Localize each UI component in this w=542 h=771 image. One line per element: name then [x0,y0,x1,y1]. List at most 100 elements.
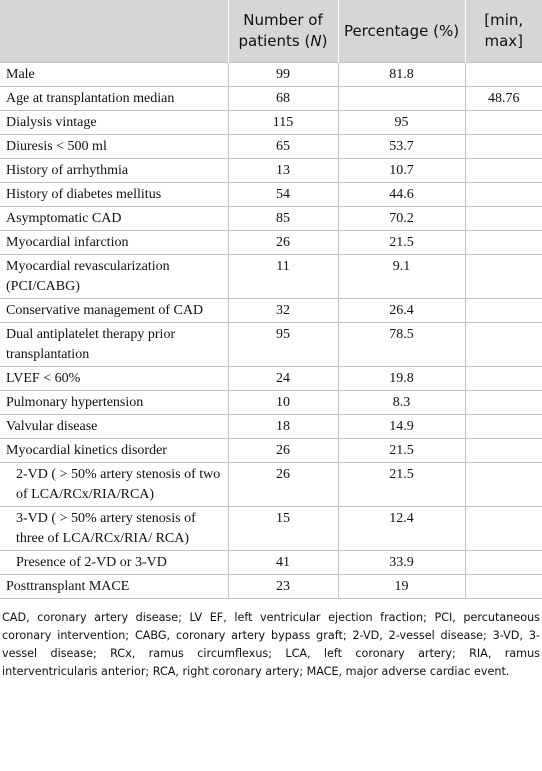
table-row: Dual antiplatelet therapy prior transpla… [0,322,542,367]
row-label: Conservative management of CAD [0,298,229,323]
cell-range [464,366,542,391]
cell-n: 26 [227,230,339,255]
cell-n: 26 [227,462,339,507]
cell-pct [337,86,466,111]
row-label: Myocardial revascularization (PCI/CABG) [0,254,229,299]
cell-pct: 26.4 [337,298,466,323]
row-label: Myocardial kinetics disorder [0,438,229,463]
cell-pct: 44.6 [337,182,466,207]
row-label: 3-VD ( > 50% artery stenosis of three of… [0,506,229,551]
cell-pct: 14.9 [337,414,466,439]
table-row: History of arrhythmia 13 10.7 [0,158,542,183]
cell-n: 65 [227,134,339,159]
table-row: Diuresis < 500 ml 65 53.7 [0,134,542,159]
row-label: Posttransplant MACE [0,574,229,599]
cell-pct: 19 [337,574,466,599]
cell-pct: 21.5 [337,438,466,463]
table-row: Myocardial kinetics disorder 26 21.5 [0,438,542,463]
cell-range [464,322,542,367]
cell-range [464,390,542,415]
cell-range [464,182,542,207]
cell-pct: 10.7 [337,158,466,183]
cell-n: 54 [227,182,339,207]
cell-n: 85 [227,206,339,231]
cell-pct: 19.8 [337,366,466,391]
cell-range [464,298,542,323]
row-label: History of diabetes mellitus [0,182,229,207]
cell-range [464,134,542,159]
data-table: Number of patients (N) Percentage (%) [m… [0,0,542,599]
cell-n: 13 [227,158,339,183]
header-cell: [min, max] [464,0,542,63]
table-row: Presence of 2-VD or 3-VD 41 33.9 [0,550,542,575]
header-row: Number of patients (N) Percentage (%) [m… [0,0,542,63]
header-cell: Number of patients (N) [227,0,338,63]
header-text: ) [321,32,328,50]
cell-range [464,158,542,183]
cell-range [464,438,542,463]
cell-pct: 12.4 [337,506,466,551]
cell-range [464,414,542,439]
cell-pct: 9.1 [337,254,466,299]
table-row: Pulmonary hypertension 10 8.3 [0,390,542,415]
cell-range [464,110,542,135]
cell-pct: 33.9 [337,550,466,575]
cell-range [464,574,542,599]
table-row: 3-VD ( > 50% artery stenosis of three of… [0,506,542,551]
cell-pct: 21.5 [337,230,466,255]
cell-n: 23 [227,574,339,599]
cell-n: 41 [227,550,339,575]
row-label: 2-VD ( > 50% artery stenosis of two of L… [0,462,229,507]
row-label: Valvular disease [0,414,229,439]
row-label: Myocardial infarction [0,230,229,255]
cell-n: 68 [227,86,339,111]
row-label: Presence of 2-VD or 3-VD [0,550,229,575]
table-row: 2-VD ( > 50% artery stenosis of two of L… [0,462,542,507]
cell-pct: 53.7 [337,134,466,159]
cell-n: 99 [227,62,339,87]
cell-range [464,550,542,575]
table-row: History of diabetes mellitus 54 44.6 [0,182,542,207]
table-row: Posttransplant MACE 23 19 [0,574,542,599]
cell-n: 10 [227,390,339,415]
row-label: Asymptomatic CAD [0,206,229,231]
cell-range [464,462,542,507]
cell-range [464,206,542,231]
row-label: Male [0,62,229,87]
cell-range [464,62,542,87]
row-label: Dual antiplatelet therapy prior transpla… [0,322,229,367]
table-row: LVEF < 60% 24 19.8 [0,366,542,391]
cell-n: 24 [227,366,339,391]
cell-range: 48.76 [464,86,542,111]
cell-n: 32 [227,298,339,323]
header-text: Number of patients ( [238,11,323,50]
cell-pct: 8.3 [337,390,466,415]
cell-range [464,506,542,551]
row-label: Dialysis vintage [0,110,229,135]
table-row: Myocardial revascularization (PCI/CABG) 1… [0,254,542,299]
cell-n: 18 [227,414,339,439]
table-row: Valvular disease 18 14.9 [0,414,542,439]
cell-pct: 21.5 [337,462,466,507]
table-row: Asymptomatic CAD 85 70.2 [0,206,542,231]
table-row: Male 99 81.8 [0,62,542,87]
table-header: Number of patients (N) Percentage (%) [m… [0,0,542,63]
table-row: Myocardial infarction 26 21.5 [0,230,542,255]
row-label: LVEF < 60% [0,366,229,391]
cell-range [464,254,542,299]
table-body: Male 99 81.8 Age at transplantation median 6… [0,62,542,599]
cell-pct: 70.2 [337,206,466,231]
cell-n: 26 [227,438,339,463]
cell-n: 115 [227,110,339,135]
cell-pct: 95 [337,110,466,135]
cell-n: 15 [227,506,339,551]
cell-n: 95 [227,322,339,367]
footnote: CAD, coronary artery disease; LV EF, lef… [2,611,540,678]
cell-range [464,230,542,255]
row-label: History of arrhythmia [0,158,229,183]
row-label: Age at transplantation median [0,86,229,111]
row-label: Diuresis < 500 ml [0,134,229,159]
cell-n: 11 [227,254,339,299]
header-text: N [310,32,322,50]
